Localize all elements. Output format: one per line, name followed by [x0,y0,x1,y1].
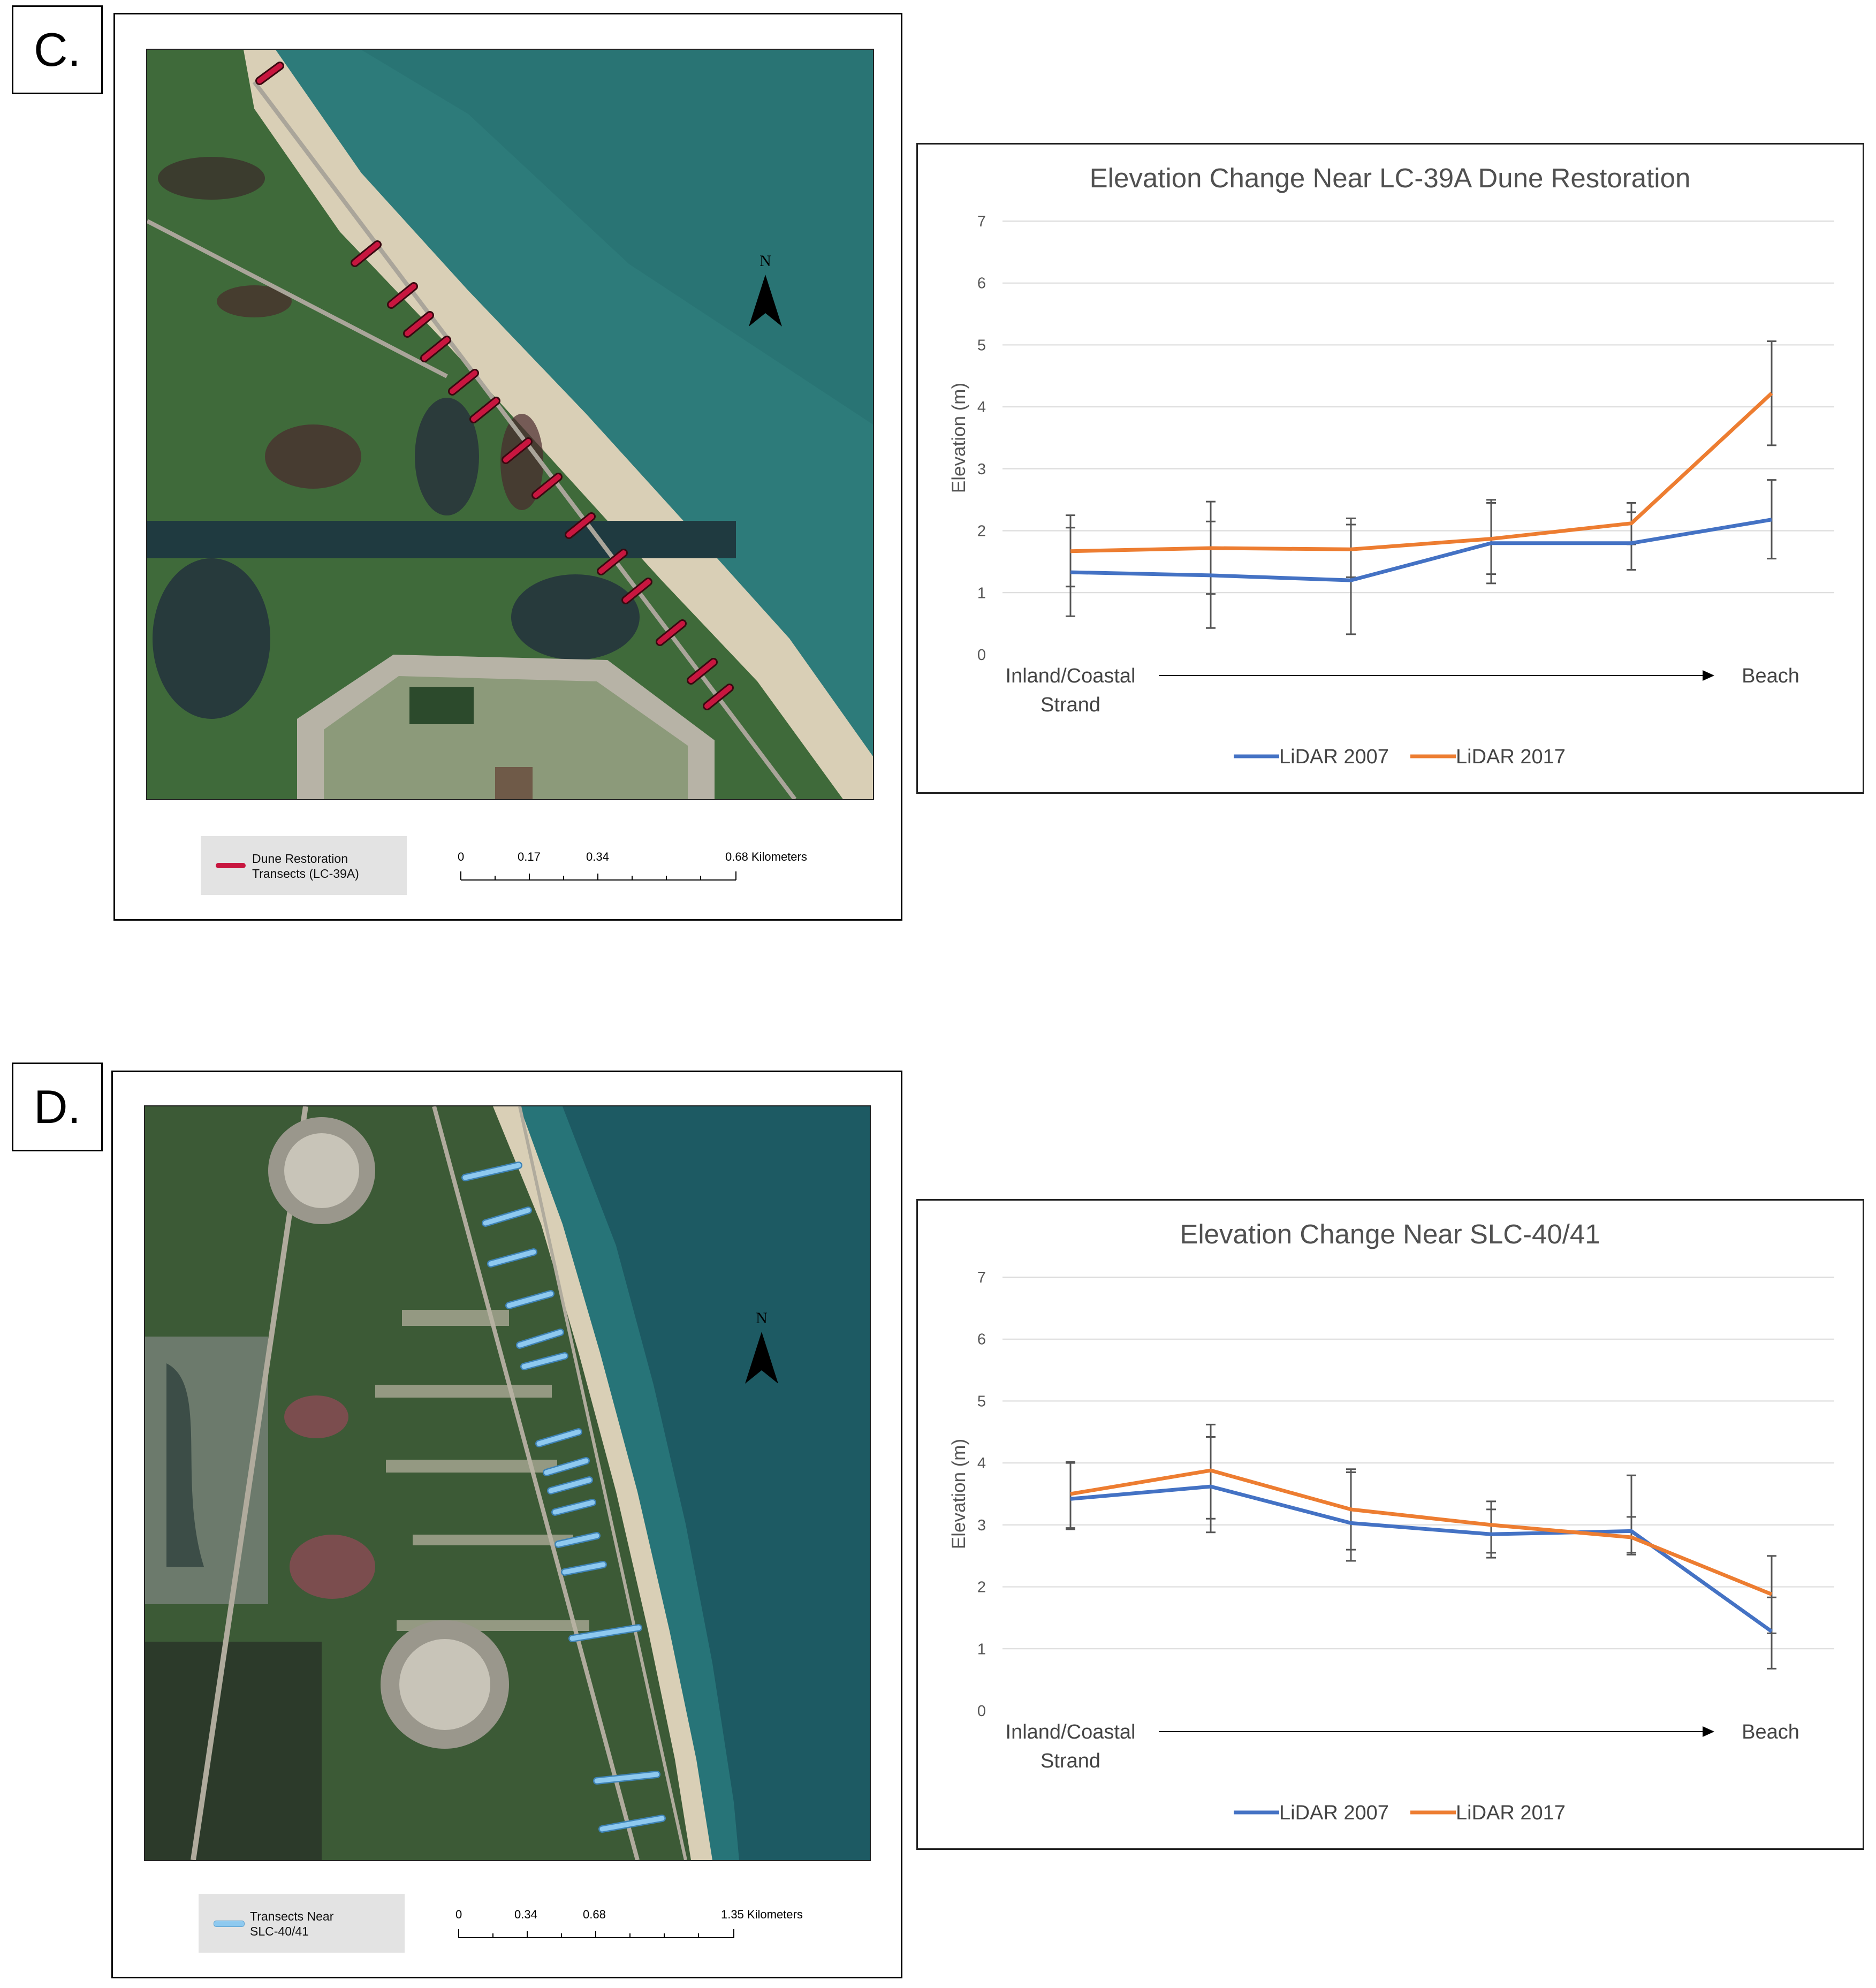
series-line-lidar-2017 [1070,392,1773,553]
transect-overlay-c [255,62,734,710]
y-tick-label: 7 [977,1269,986,1286]
transect-line [594,1772,659,1784]
y-tick-label: 0 [977,1703,986,1720]
transect-line [422,337,450,361]
transect-line [521,1353,567,1369]
transect-line [257,63,283,84]
legend-label: LiDAR 2007 [1279,1802,1389,1824]
legend-label: LiDAR 2017 [1456,1802,1566,1824]
transect-line [599,1816,665,1832]
y-tick-label: 4 [977,1455,986,1472]
transect-line [517,1330,563,1348]
legend-box-c: Dune Restoration Transects (LC-39A) [201,836,407,895]
x-direction-arrow-head [1703,670,1714,681]
transect-line [598,550,626,574]
satellite-map-slc40-41 [144,1105,871,1861]
chart-d: Elevation Change Near SLC-40/41 0 1 2 3 4 5 6 7 E… [916,1199,1864,1850]
y-tick-label: 7 [977,213,986,230]
y-tick-label: 6 [977,1331,986,1348]
transect-line [566,514,594,537]
x-axis-end-label: Beach [1742,665,1799,687]
x-axis-start-label: Inland/Coastal Strand [1006,1721,1136,1772]
y-tick-label: 5 [977,337,986,354]
scale-label: 0.68 [583,1908,606,1921]
scale-label: 0.68 Kilometers [725,850,807,863]
legend-label: LiDAR 2007 [1279,746,1389,768]
legend-swatch-dune-transects [216,863,246,868]
transect-line [704,685,732,709]
legend-label-slc-transects: Transects Near SLC-40/41 [250,1909,334,1938]
transect-line [657,621,685,644]
transect-line [405,313,432,336]
scale-label: 0.17 [518,850,541,863]
transect-line [552,1500,595,1515]
transect-line [471,398,499,422]
north-arrow-c: N [749,252,782,327]
transect-line [488,1249,536,1266]
transect-line [533,474,561,498]
legend-swatch-slc-transects [214,1921,245,1927]
y-tick-label: 3 [977,1517,986,1534]
y-tick-label: 0 [977,647,986,664]
scale-label: 0 [458,850,464,863]
y-tick-label: 2 [977,523,986,540]
north-arrow-d: N [745,1309,778,1384]
map-frame-d: Transects Near SLC-40/41 0 0.34 0.68 1.3… [111,1071,902,1978]
scale-label: 0.34 [586,850,609,863]
transect-line [506,1291,553,1308]
y-tick-label: 6 [977,275,986,292]
x-axis-end-label: Beach [1742,1721,1799,1743]
north-arrow-label: N [759,252,771,270]
x-axis-start-label: Inland/Coastal Strand [1006,665,1136,716]
transect-line [450,370,477,394]
legend-box-d: Transects Near SLC-40/41 [199,1894,405,1953]
y-tick-label: 5 [977,1393,986,1410]
legend-label-dune-transects: Dune Restoration Transects (LC-39A) [252,852,359,881]
scale-label: 1.35 Kilometers [721,1908,803,1921]
series-line-lidar-2017 [1070,1468,1773,1596]
transect-line [462,1163,521,1180]
transect-line [556,1533,599,1547]
transect-line [548,1477,592,1493]
y-tick-label: 1 [977,1641,986,1658]
y-tick-label: 1 [977,585,986,602]
transect-line [562,1562,606,1575]
transect-line [569,1625,641,1641]
y-tick-label: 3 [977,461,986,478]
chart-title: Elevation Change Near LC-39A Dune Restor… [1090,163,1691,193]
transect-line [503,439,531,462]
y-axis-label: Elevation (m) [948,1439,969,1549]
scale-bar-c: 0 0.17 0.34 0.68 Kilometers [458,850,807,881]
x-direction-arrow-head [1703,1726,1714,1737]
panel-label-c: C. [12,5,103,94]
transect-line [536,1429,581,1446]
legend-label: LiDAR 2017 [1456,746,1566,768]
y-tick-label: 2 [977,1579,986,1596]
transect-line [688,659,716,683]
map-frame-c: Dune Restoration Transects (LC-39A) 0 0.… [113,13,902,921]
scale-label: 0.34 [514,1908,537,1921]
y-axis-label: Elevation (m) [948,383,969,493]
transect-line [623,579,651,603]
scale-bar-d: 0 0.34 0.68 1.35 Kilometers [455,1908,803,1938]
transect-overlay-d [461,1162,666,1833]
panel-label-d: D. [12,1063,103,1151]
chart-c: Elevation Change Near LC-39A Dune Restor… [916,143,1864,794]
transect-line [389,284,416,307]
series-line-lidar-2007 [1070,518,1772,582]
y-tick-label: 4 [977,399,986,416]
north-arrow-label: N [756,1309,768,1327]
transect-line [483,1208,531,1226]
scale-label: 0 [455,1908,462,1921]
transect-line [352,242,380,265]
transect-line [544,1458,589,1475]
chart-title: Elevation Change Near SLC-40/41 [1180,1219,1600,1249]
series-line-lidar-2007 [1070,1484,1773,1633]
satellite-map-lc39a [146,49,874,800]
